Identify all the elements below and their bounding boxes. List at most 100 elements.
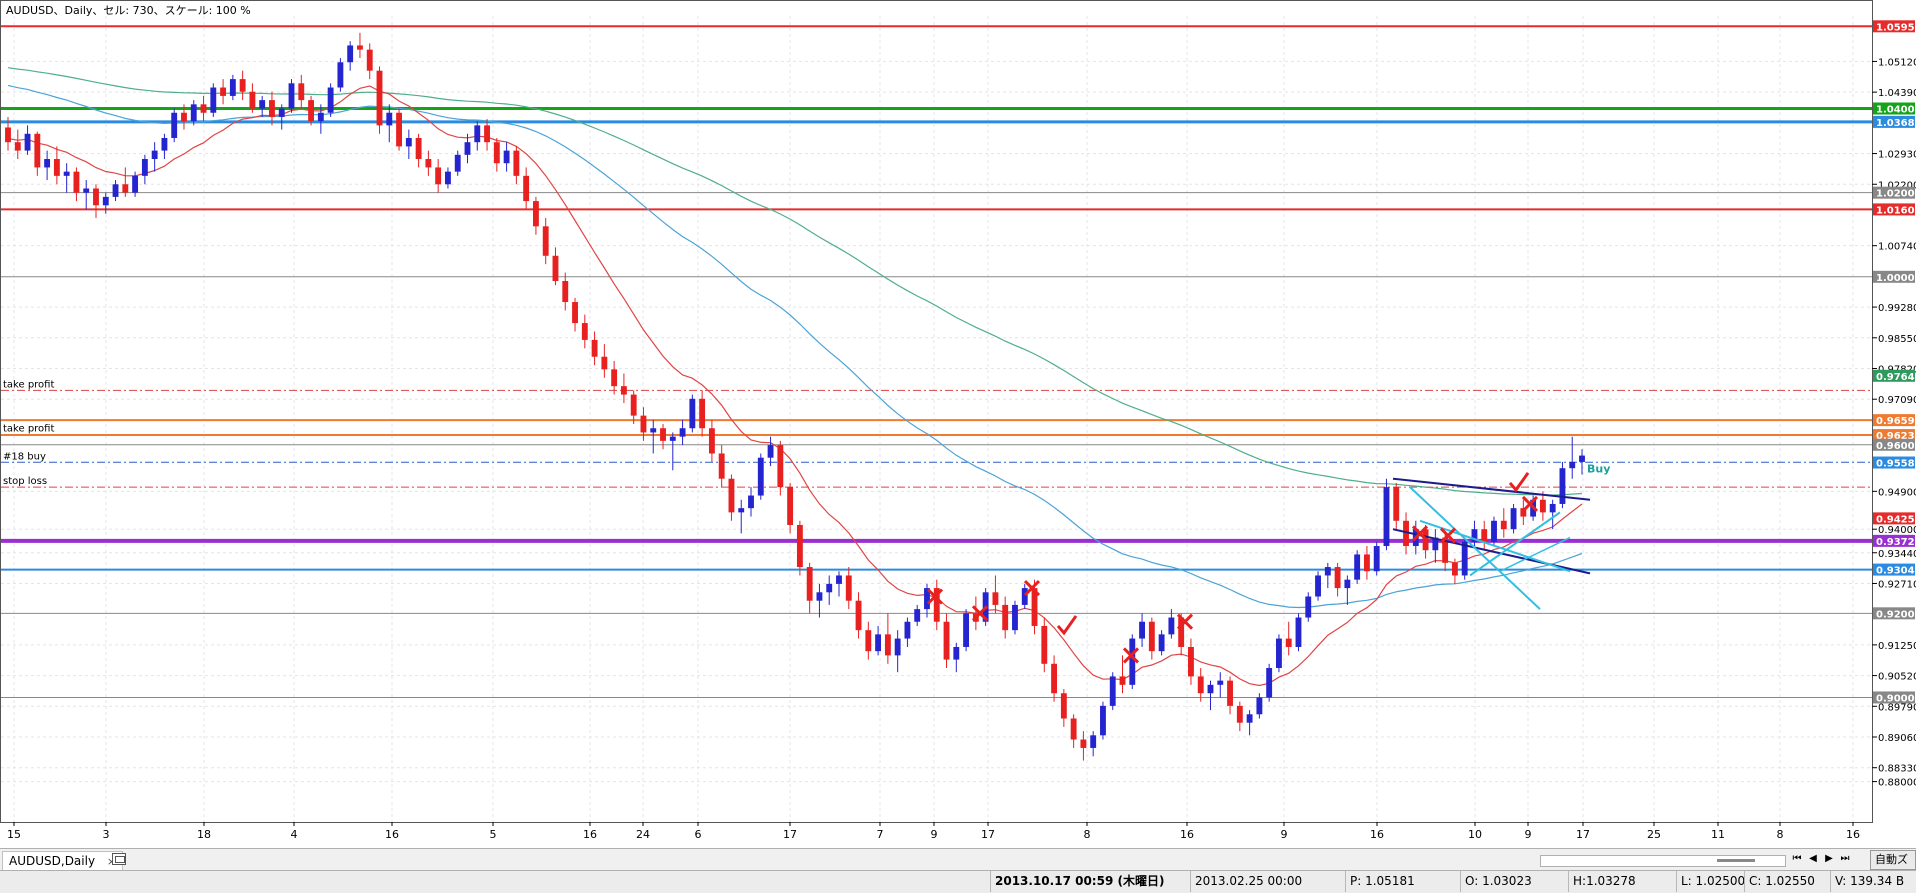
candle-body <box>1432 537 1439 551</box>
x-tick-label: 4 <box>291 828 298 841</box>
y-tick-label: 1.02200 <box>1878 180 1916 191</box>
candle-body <box>1109 676 1116 706</box>
y-tick-label: 1.04390 <box>1878 88 1916 99</box>
candle-body <box>1569 461 1576 469</box>
x-tick-label: 8 <box>1084 828 1091 841</box>
candle-body <box>1197 676 1204 694</box>
prev-page-icon[interactable]: ◀ <box>1809 853 1817 864</box>
price-badge <box>1873 203 1915 216</box>
window-icon[interactable] <box>112 853 126 865</box>
x-tick-label: 18 <box>197 828 211 841</box>
candle-body <box>1393 487 1400 521</box>
order-line-label: #18 buy <box>3 451 46 462</box>
price-badge-label: 1.01602 <box>1876 205 1916 216</box>
candle-body <box>718 453 725 479</box>
candle-body <box>620 386 627 395</box>
y-tick-label: 0.99280 <box>1878 303 1916 314</box>
close-icon[interactable]: × <box>107 855 116 868</box>
candle-body <box>552 255 559 282</box>
candle-body <box>503 150 510 164</box>
candle-body <box>601 356 608 370</box>
x-tick-label: 16 <box>1370 828 1384 841</box>
x-tick-label: 17 <box>783 828 797 841</box>
candle-body <box>924 588 930 610</box>
price-badge-label: 1.02000 <box>1876 189 1916 200</box>
price-badge-label: 0.96007 <box>1876 441 1916 452</box>
x-tick-label: 16 <box>1846 828 1860 841</box>
candle-body <box>1354 554 1361 580</box>
candle-body <box>1041 625 1048 664</box>
candle-body <box>93 188 99 206</box>
candle-body <box>738 508 745 513</box>
chart-background <box>0 0 1916 848</box>
price-badge <box>1873 563 1915 576</box>
x-mark <box>1411 525 1429 542</box>
candle-body <box>1363 554 1370 572</box>
chart-tab-audusd[interactable]: AUDUSD,Daily × <box>2 851 124 870</box>
last-page-icon[interactable]: ⏭ <box>1840 853 1850 864</box>
candle-body <box>181 112 187 122</box>
candle-body <box>992 592 999 605</box>
candle-body <box>572 302 578 324</box>
x-tick-label: 16 <box>1180 828 1194 841</box>
candle-body <box>1324 567 1331 576</box>
candle-body <box>1158 634 1165 652</box>
first-page-icon[interactable]: ⏮ <box>1792 853 1802 864</box>
status-bar: 2013.10.17 00:59 (木曜日) 2013.02.25 00:00 … <box>0 870 1916 893</box>
candle-body <box>317 112 324 122</box>
chart-area[interactable]: AUDUSD、Daily、セル: 730、スケール: 100 % 1.05120 1… <box>0 0 1916 848</box>
status-open: O: 1.03023 <box>1460 871 1570 892</box>
price-badge <box>1873 456 1915 469</box>
auto-zoom-button[interactable]: 自動ズーム <box>1870 850 1916 884</box>
price-badge <box>1873 429 1915 442</box>
x-tick-label: 10 <box>1468 828 1482 841</box>
candle-body <box>1500 520 1507 530</box>
candle-body <box>366 49 373 71</box>
candle-body <box>1188 646 1194 677</box>
next-page-icon[interactable]: ▶ <box>1825 853 1833 864</box>
candle-body <box>1217 680 1224 685</box>
candle-body <box>1129 638 1136 685</box>
candle-body <box>611 369 618 387</box>
x-tick-label: 9 <box>1525 828 1532 841</box>
candle-body <box>1442 537 1449 563</box>
horizontal-scrollbar[interactable] <box>1540 855 1786 867</box>
x-tick-label: 11 <box>1711 828 1725 841</box>
x-mark <box>971 605 989 622</box>
candle-body <box>777 445 784 488</box>
scrollbar-thumb[interactable] <box>1717 859 1755 862</box>
candle-body <box>1461 541 1468 576</box>
candle-body <box>14 142 21 151</box>
x-tick-label: 3 <box>103 828 110 841</box>
candle-body <box>327 87 334 113</box>
candle-body <box>1168 617 1175 635</box>
x-tick-label: 6 <box>695 828 702 841</box>
candle-body <box>1305 596 1312 618</box>
price-badge <box>1873 438 1915 451</box>
status-close: C: 1.02550 <box>1744 871 1831 892</box>
candle-body <box>425 159 432 168</box>
candle-body <box>806 567 813 601</box>
price-badge <box>1873 270 1915 283</box>
status-low: L: 1.02500 <box>1676 871 1746 892</box>
candle-body <box>1285 638 1292 647</box>
candle-body <box>699 398 706 429</box>
candle-body <box>347 45 354 63</box>
candle-body <box>200 104 207 113</box>
price-badge-label: 0.96238 <box>1876 431 1916 442</box>
candle-body <box>132 175 139 193</box>
candle-body <box>875 634 882 652</box>
candle-body <box>405 137 412 147</box>
candle-body <box>787 487 794 525</box>
candle-body <box>1403 520 1409 547</box>
candle-body <box>1295 617 1302 647</box>
candle-body <box>308 100 315 122</box>
price-badge <box>1873 20 1915 33</box>
candlestick-chart[interactable]: AUDUSD、Daily、セル: 730、スケール: 100 % 1.05120 1… <box>0 0 1916 848</box>
candle-body <box>679 428 686 437</box>
price-badge-label: 0.96593 <box>1876 416 1916 427</box>
price-badge-label: 0.90000 <box>1876 693 1916 704</box>
chart-title: AUDUSD、Daily、セル: 730、スケール: 100 % <box>6 4 251 17</box>
price-badge <box>1873 369 1915 382</box>
